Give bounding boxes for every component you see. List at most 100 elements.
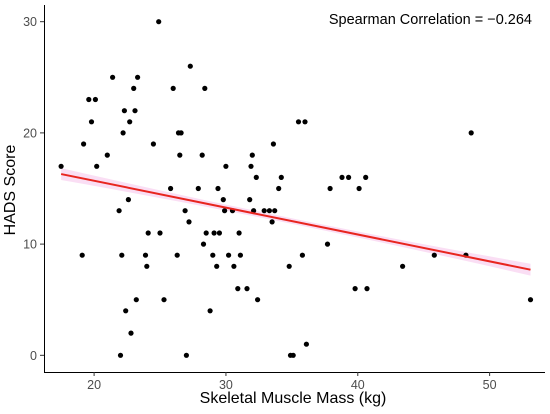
data-point	[110, 74, 116, 80]
data-point	[156, 19, 162, 25]
trend-line	[60, 173, 531, 271]
data-point	[215, 185, 221, 192]
data-point	[327, 185, 333, 192]
data-point	[272, 208, 278, 214]
data-point	[168, 185, 174, 192]
x-tick-label: 50	[483, 378, 497, 392]
data-point	[58, 163, 64, 169]
data-point	[174, 252, 180, 258]
data-point	[79, 252, 85, 258]
data-point	[161, 297, 167, 303]
data-point	[195, 185, 201, 192]
data-point	[253, 174, 259, 180]
data-point	[364, 286, 370, 292]
data-point	[142, 252, 149, 258]
data-point	[88, 119, 95, 125]
data-point	[216, 230, 222, 236]
data-point	[270, 141, 276, 147]
data-point	[117, 352, 124, 358]
data-point	[144, 263, 150, 269]
data-point	[123, 308, 129, 314]
data-point	[187, 63, 193, 69]
data-point	[125, 197, 131, 203]
data-point	[104, 152, 110, 158]
data-point	[400, 263, 406, 269]
data-point	[127, 119, 133, 125]
data-point	[131, 85, 137, 91]
ticks-layer: 20 30 40 50 0 10 20 30	[23, 15, 497, 392]
x-tick-label: 30	[219, 378, 233, 392]
data-point	[527, 297, 534, 303]
y-tick-label: 10	[23, 238, 37, 252]
data-point	[182, 208, 188, 214]
data-point	[236, 230, 242, 236]
data-point	[183, 352, 189, 358]
data-point	[352, 286, 358, 292]
data-point	[244, 286, 250, 292]
data-point	[276, 185, 282, 192]
data-point	[231, 263, 237, 269]
data-point	[222, 208, 228, 214]
data-point	[207, 308, 213, 314]
data-point	[178, 130, 184, 136]
trend-line-layer	[60, 173, 531, 271]
data-point	[324, 241, 331, 247]
data-point	[290, 352, 296, 358]
data-point	[237, 252, 243, 258]
data-point	[269, 219, 275, 225]
data-point	[278, 174, 284, 180]
data-point	[235, 286, 241, 292]
data-point	[247, 197, 253, 203]
data-point	[286, 263, 292, 269]
data-point	[132, 108, 138, 114]
data-point	[303, 341, 309, 347]
y-tick-label: 30	[23, 15, 37, 29]
data-point	[135, 74, 141, 80]
data-point	[81, 141, 87, 147]
data-point	[249, 152, 255, 158]
data-point	[200, 241, 207, 247]
data-point	[431, 252, 437, 258]
data-point	[302, 119, 308, 125]
data-point	[295, 119, 302, 125]
data-point	[266, 208, 272, 214]
data-point	[145, 230, 151, 236]
data-point	[92, 96, 98, 103]
x-tick-label: 40	[351, 378, 365, 392]
data-point	[121, 108, 127, 114]
data-point	[186, 219, 192, 225]
correlation-annotation: Spearman Correlation = −0.264	[329, 12, 532, 28]
data-point	[120, 130, 126, 136]
points-layer	[58, 19, 534, 358]
data-point	[199, 152, 205, 158]
data-point	[339, 174, 345, 180]
data-point	[363, 174, 369, 180]
data-point	[133, 297, 139, 303]
data-point	[203, 230, 209, 236]
data-point	[210, 252, 216, 258]
x-axis-title: Skeletal Muscle Mass (kg)	[200, 390, 387, 407]
data-point	[226, 252, 232, 258]
data-point	[346, 174, 352, 180]
data-point	[119, 252, 125, 258]
data-point	[356, 185, 362, 192]
data-point	[223, 163, 229, 169]
data-point	[468, 130, 474, 136]
data-point	[170, 85, 176, 91]
data-point	[177, 152, 183, 158]
y-tick-label: 20	[23, 126, 37, 140]
data-point	[202, 85, 208, 91]
data-point	[255, 297, 261, 303]
data-point	[94, 163, 100, 169]
y-tick-label: 0	[30, 349, 37, 363]
data-point	[150, 141, 156, 147]
data-point	[214, 263, 220, 269]
data-point	[220, 197, 226, 203]
axes-layer	[44, 5, 545, 373]
y-axis-title: HADS Score	[2, 145, 19, 236]
data-point	[128, 330, 134, 336]
data-point	[211, 230, 217, 236]
data-point	[248, 163, 254, 169]
data-point	[261, 208, 267, 214]
